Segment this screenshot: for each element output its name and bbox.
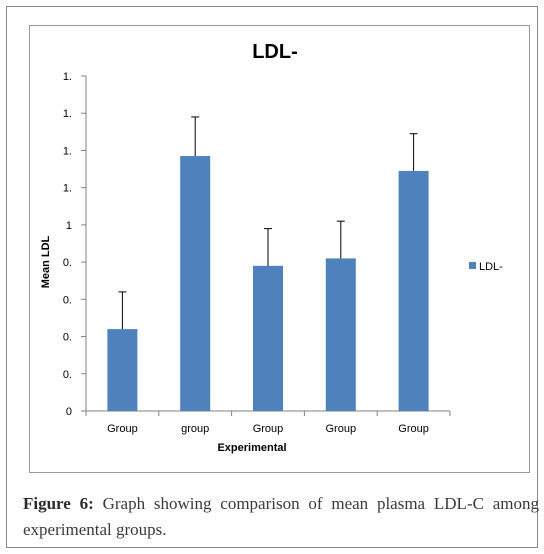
legend-label: LDL- <box>479 261 503 273</box>
x-tick-label: group <box>181 423 209 435</box>
y-tick-label: 0. <box>63 332 72 344</box>
y-tick-label: 1. <box>63 108 72 120</box>
caption-text: Graph showing comparison of mean plasma … <box>23 494 540 539</box>
x-tick-label: Group <box>326 423 357 435</box>
legend-swatch <box>469 262 476 269</box>
y-tick-label: 0. <box>63 369 72 381</box>
axes: 0 0. 0. 0. 0. 1 1. 1. 1. 1. Group group Group Group Gr… <box>63 71 451 435</box>
bars <box>107 116 429 411</box>
y-tick-label: 1. <box>63 71 72 83</box>
y-tick-label: 0 <box>66 406 72 418</box>
x-tick-label: Group <box>253 423 284 435</box>
y-tick-label: 1. <box>63 145 72 157</box>
bar <box>253 265 283 411</box>
x-tick-label: Group <box>107 423 138 435</box>
bar <box>325 258 356 411</box>
y-axis-label: Mean LDL <box>40 235 52 288</box>
chart-title: LDL- <box>252 41 298 63</box>
x-tick-label: Group <box>398 423 429 435</box>
bar <box>398 170 429 411</box>
y-tick-label: 0. <box>63 257 72 269</box>
y-tick-label: 0. <box>63 294 72 306</box>
y-tick-label: 1. <box>63 183 72 195</box>
figure-label: Figure 6: <box>23 494 94 513</box>
legend: LDL- <box>469 261 503 273</box>
bar <box>107 329 138 411</box>
y-tick-label: 1 <box>66 220 72 232</box>
figure-caption: Figure 6: Graph showing comparison of me… <box>23 491 539 543</box>
bar <box>180 156 211 411</box>
x-axis-label: Experimental <box>217 442 286 454</box>
